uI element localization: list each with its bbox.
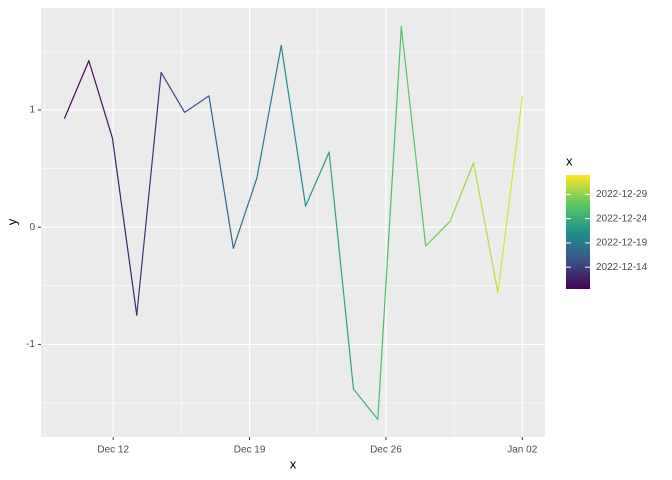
- legend-title: x: [566, 153, 573, 168]
- y-axis-title: y: [4, 218, 19, 225]
- line-segment: [184, 95, 210, 113]
- line-segment: [377, 26, 402, 421]
- line-segment: [497, 96, 523, 294]
- line-segment: [111, 137, 138, 316]
- line-segment: [208, 95, 234, 249]
- line-segment: [400, 26, 427, 247]
- x-tick-label: Dec 12: [97, 445, 129, 456]
- legend-tick-label: 2022-12-24: [596, 213, 648, 224]
- line-segment: [304, 151, 330, 207]
- line-segment: [88, 60, 114, 139]
- line-segment: [449, 162, 475, 222]
- line-segment: [472, 162, 499, 294]
- line-segment: [256, 44, 282, 179]
- y-tick-label: -1: [26, 339, 35, 350]
- x-tick-label: Jan 02: [507, 445, 537, 456]
- y-tick-label: 0: [29, 222, 35, 233]
- line-segment: [352, 388, 379, 421]
- line-segment: [280, 44, 307, 207]
- line-segment: [160, 71, 186, 113]
- x-tick-label: Dec 19: [234, 445, 266, 456]
- line-segment: [328, 151, 355, 390]
- line-segment: [136, 71, 162, 316]
- panel: [41, 8, 545, 437]
- x-axis-title: x: [290, 456, 297, 471]
- line-segment: [425, 220, 451, 247]
- legend-tick-label: 2022-12-14: [596, 262, 648, 273]
- line-segment: [232, 177, 258, 249]
- line-segment: [63, 60, 90, 119]
- legend-tick-label: 2022-12-19: [596, 238, 648, 249]
- y-tick-label: 1: [29, 105, 35, 116]
- legend-tick-label: 2022-12-29: [596, 189, 648, 200]
- x-tick-label: Dec 26: [370, 445, 402, 456]
- colorbar: [566, 175, 590, 289]
